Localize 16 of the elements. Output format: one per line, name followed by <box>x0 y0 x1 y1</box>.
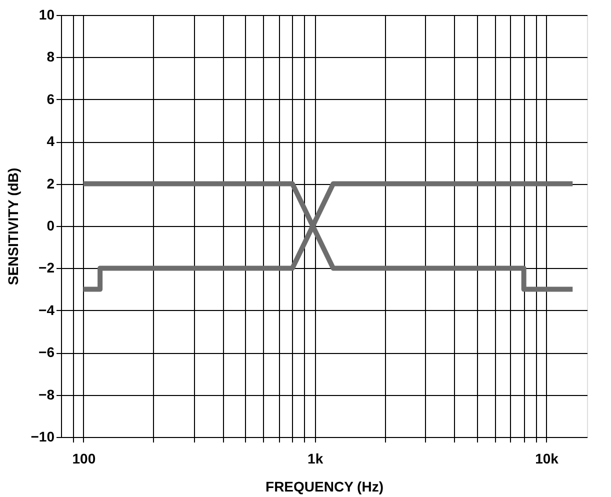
y-tick-label: 10 <box>38 6 55 22</box>
y-tick-label: −10 <box>30 428 55 444</box>
y-tick-label: 4 <box>46 133 55 150</box>
y-tick-label: 6 <box>46 90 55 107</box>
y-tick-label: −2 <box>38 260 55 276</box>
x-axis-title: FREQUENCY (Hz) <box>266 478 384 494</box>
y-tick-label: −4 <box>38 302 55 318</box>
x-tick-label: 1k <box>308 450 324 466</box>
y-tick-label: 2 <box>46 175 55 192</box>
y-tick-label: −6 <box>38 344 55 360</box>
x-tick-label: 10k <box>535 450 559 466</box>
y-tick-label: 0 <box>46 218 55 234</box>
y-tick-label: 8 <box>46 48 55 65</box>
x-tick-label: 100 <box>72 450 96 466</box>
y-axis-title: SENSITIVITY (dB) <box>4 168 21 286</box>
y-tick-label: −8 <box>38 386 55 402</box>
